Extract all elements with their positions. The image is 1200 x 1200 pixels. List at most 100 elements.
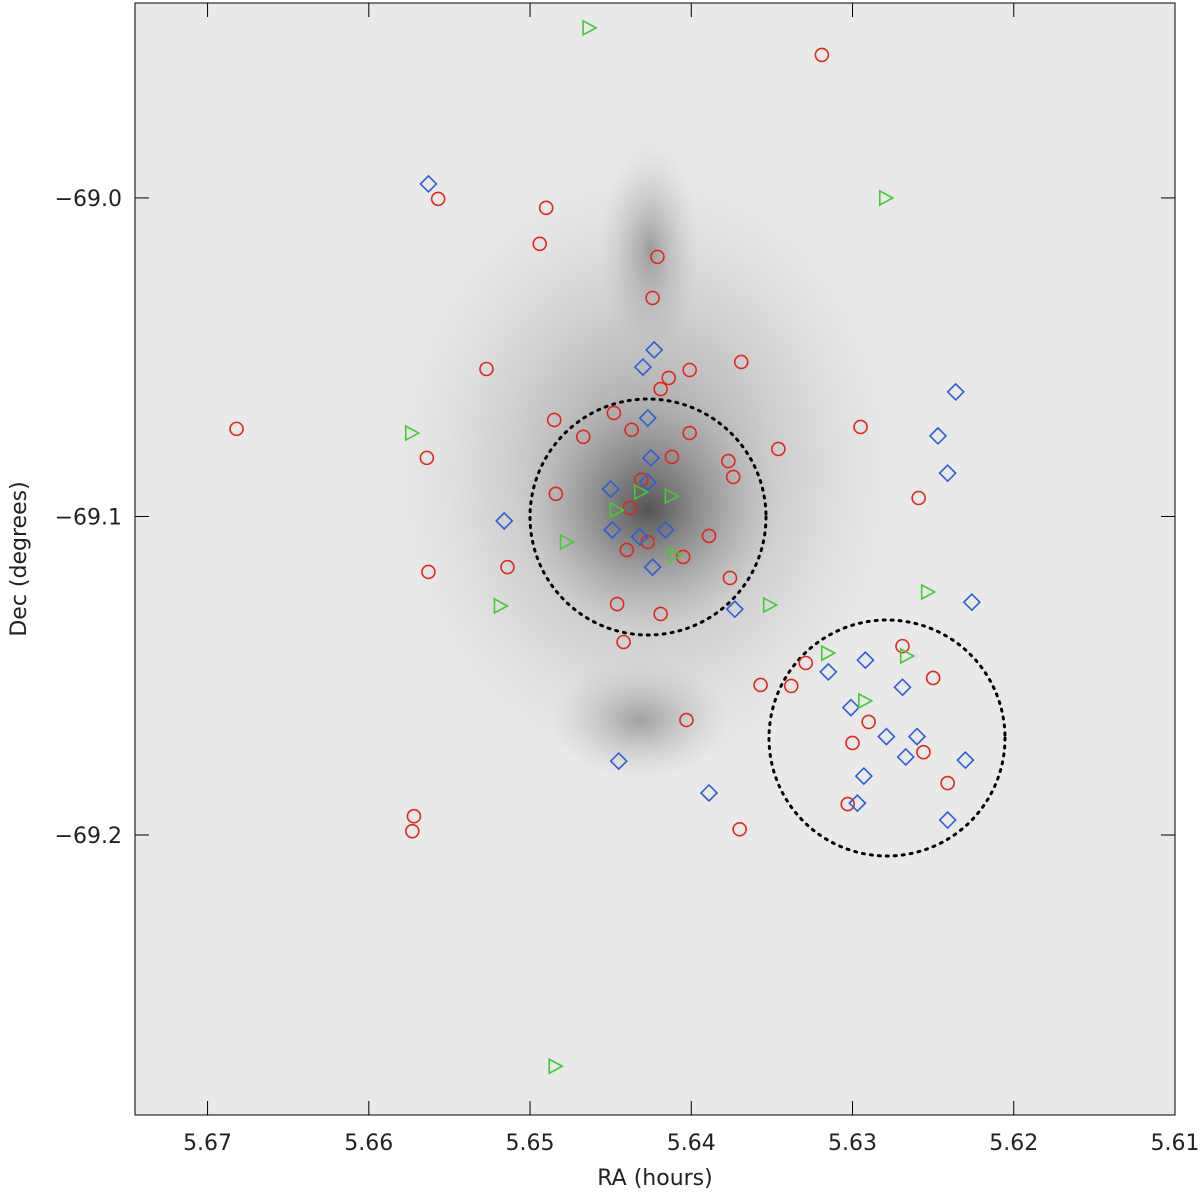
circle-marker bbox=[419, 450, 435, 466]
circle-marker bbox=[840, 796, 855, 812]
triangle-marker bbox=[920, 583, 937, 601]
nebula bbox=[395, 140, 895, 780]
circle-marker bbox=[405, 823, 420, 839]
circle-marker bbox=[622, 500, 638, 516]
circle-marker bbox=[783, 678, 799, 694]
x-tick-label: 5.66 bbox=[344, 1131, 393, 1156]
circle-marker bbox=[798, 655, 814, 671]
circle-marker bbox=[701, 528, 717, 544]
x-axis-label: RA (hours) bbox=[597, 1166, 712, 1191]
circle-marker bbox=[771, 441, 786, 457]
x-tick-label: 5.65 bbox=[506, 1131, 555, 1156]
diamond-marker bbox=[848, 794, 867, 813]
diamond-marker bbox=[956, 751, 975, 770]
diamond-marker bbox=[630, 527, 649, 546]
circle-marker bbox=[548, 486, 564, 502]
diamond-marker bbox=[641, 448, 661, 467]
circle-marker bbox=[538, 200, 554, 216]
circle-marker bbox=[733, 354, 749, 370]
triangle-marker bbox=[609, 501, 626, 519]
diamond-marker bbox=[877, 727, 896, 746]
diamond-marker bbox=[928, 426, 948, 446]
triangle-marker bbox=[559, 533, 576, 551]
circle-marker bbox=[633, 472, 649, 488]
diamond-marker bbox=[656, 520, 675, 539]
circle-marker bbox=[682, 362, 697, 378]
circle-marker bbox=[624, 422, 639, 438]
circle-marker bbox=[406, 808, 422, 824]
circle-marker bbox=[682, 425, 697, 441]
x-tick-label: 5.61 bbox=[1151, 1131, 1200, 1156]
diamond-marker bbox=[946, 382, 965, 402]
diamond-marker bbox=[638, 472, 657, 492]
diamond-marker bbox=[854, 766, 873, 786]
triangle-marker bbox=[548, 1057, 564, 1075]
circle-marker bbox=[653, 381, 668, 397]
circle-marker bbox=[853, 419, 868, 435]
diamond-marker bbox=[495, 511, 514, 531]
circle-marker bbox=[925, 670, 941, 686]
y-tick-label: −69.0 bbox=[55, 187, 122, 212]
diamond-marker bbox=[893, 678, 912, 697]
circle-marker bbox=[609, 596, 625, 612]
y-tick-label: −69.2 bbox=[55, 824, 122, 849]
circle-marker bbox=[861, 714, 876, 730]
diamond-marker bbox=[419, 174, 438, 194]
triangle-marker bbox=[878, 189, 895, 207]
triangle-marker bbox=[858, 692, 874, 710]
diamond-marker bbox=[962, 593, 981, 612]
y-axis-label: Dec (degrees) bbox=[7, 481, 32, 636]
circle-marker bbox=[645, 290, 660, 306]
triangle-marker bbox=[493, 597, 510, 615]
x-tick-label: 5.67 bbox=[183, 1131, 232, 1156]
region-circle bbox=[528, 397, 768, 637]
circle-marker bbox=[753, 677, 768, 693]
circle-marker bbox=[421, 564, 436, 580]
diamond-marker bbox=[938, 464, 957, 483]
diamond-marker bbox=[633, 357, 653, 377]
circle-marker bbox=[664, 449, 680, 465]
triangle-marker bbox=[633, 483, 650, 501]
circle-marker bbox=[721, 453, 736, 469]
diamond-marker bbox=[938, 810, 957, 830]
circle-marker bbox=[722, 570, 738, 586]
circle-marker bbox=[575, 429, 591, 445]
triangle-marker bbox=[820, 644, 837, 662]
diamond-marker bbox=[638, 408, 657, 428]
plot-frame bbox=[134, 2, 1176, 1116]
x-tick-label: 5.62 bbox=[989, 1131, 1038, 1156]
circle-marker bbox=[500, 559, 515, 575]
diamond-marker bbox=[725, 600, 744, 619]
diamond-marker bbox=[896, 747, 915, 767]
diamond-marker bbox=[819, 662, 838, 682]
circle-marker bbox=[606, 405, 622, 421]
circle-marker bbox=[661, 370, 677, 386]
circle-marker bbox=[616, 634, 631, 650]
triangle-marker bbox=[667, 546, 684, 564]
triangle-marker bbox=[762, 596, 779, 614]
circle-marker bbox=[546, 412, 562, 428]
circle-marker bbox=[650, 249, 665, 265]
circle-marker bbox=[229, 421, 244, 437]
diamond-marker bbox=[841, 698, 861, 717]
circle-marker bbox=[479, 361, 494, 377]
circle-marker bbox=[619, 542, 635, 558]
circle-marker bbox=[895, 638, 910, 654]
circle-marker bbox=[916, 744, 931, 760]
region-circle bbox=[767, 618, 1007, 858]
diamond-marker bbox=[609, 751, 628, 771]
circle-marker bbox=[640, 534, 656, 550]
x-tick-label: 5.63 bbox=[828, 1131, 877, 1156]
circle-marker bbox=[911, 490, 926, 506]
triangle-marker bbox=[899, 647, 916, 665]
circle-marker bbox=[814, 47, 830, 63]
diamond-marker bbox=[699, 783, 719, 803]
circle-marker bbox=[845, 735, 860, 751]
diamond-marker bbox=[601, 479, 620, 499]
circle-marker bbox=[532, 236, 548, 252]
x-tick-label: 5.64 bbox=[667, 1131, 716, 1156]
diamond-marker bbox=[907, 727, 927, 746]
diamond-marker bbox=[603, 520, 622, 539]
circle-marker bbox=[725, 469, 741, 485]
